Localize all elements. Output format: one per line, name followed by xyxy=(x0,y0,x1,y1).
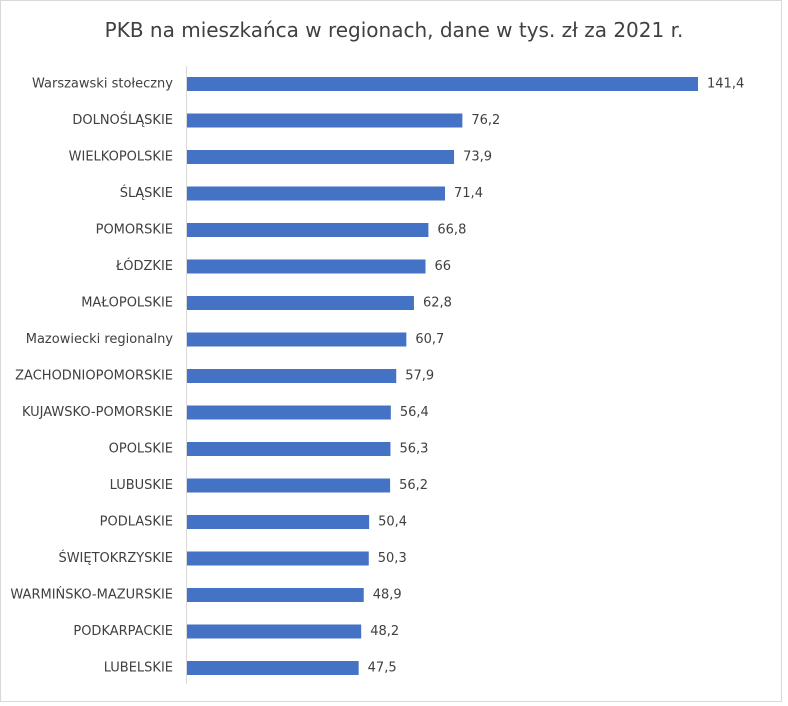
bar xyxy=(187,405,391,420)
value-label: 50,3 xyxy=(378,551,407,566)
value-label: 60,7 xyxy=(415,332,444,347)
bar xyxy=(187,442,391,456)
value-label: 66,8 xyxy=(437,223,466,238)
category-label: Warszawski stołeczny xyxy=(32,77,173,92)
value-label: 62,8 xyxy=(423,296,452,311)
value-label: 48,2 xyxy=(370,624,399,639)
value-label: 141,4 xyxy=(707,77,744,92)
bar xyxy=(187,332,407,347)
value-label: 48,9 xyxy=(373,588,402,603)
value-label: 73,9 xyxy=(463,150,492,165)
bar xyxy=(187,223,429,237)
value-label: 71,4 xyxy=(454,186,483,201)
category-label: KUJAWSKO-POMORSKIE xyxy=(22,405,173,420)
bar xyxy=(187,369,397,383)
category-label: ŚLĄSKIE xyxy=(120,185,173,201)
bar xyxy=(187,515,370,529)
bar xyxy=(187,296,414,310)
bar xyxy=(187,661,359,675)
category-label: ŁÓDZKIE xyxy=(115,258,173,274)
category-label: MAŁOPOLSKIE xyxy=(81,296,173,311)
category-label: ZACHODNIOPOMORSKIE xyxy=(15,369,173,384)
bars-group: Warszawski stołeczny 141,4 DOLNOŚLĄSKIE 76,… xyxy=(10,77,744,676)
value-label: 56,3 xyxy=(399,442,428,457)
bar xyxy=(187,186,446,201)
category-label: OPOLSKIE xyxy=(109,442,173,457)
category-label: POMORSKIE xyxy=(96,223,173,238)
value-label: 50,4 xyxy=(378,515,407,530)
value-label: 57,9 xyxy=(405,369,434,384)
category-label: PODLASKIE xyxy=(100,515,173,530)
category-label: LUBELSKIE xyxy=(104,661,173,676)
category-label: WIELKOPOLSKIE xyxy=(69,150,173,165)
bar xyxy=(187,478,391,493)
bar xyxy=(187,150,455,164)
category-label: Mazowiecki regionalny xyxy=(26,332,174,347)
chart-title: PKB na mieszkańca w regionach, dane w ty… xyxy=(104,18,684,42)
value-label: 56,2 xyxy=(399,478,428,493)
category-label: LUBUSKIE xyxy=(110,478,173,493)
value-label: 66 xyxy=(435,259,452,274)
bar xyxy=(187,551,369,566)
category-label: ŚWIĘTOKRZYSKIE xyxy=(58,550,173,566)
bar xyxy=(187,113,463,128)
bar xyxy=(187,588,364,602)
bar xyxy=(187,77,698,91)
category-label: DOLNOŚLĄSKIE xyxy=(72,112,173,128)
category-label: WARMIŃSKO-MAZURSKIE xyxy=(10,587,173,603)
bar xyxy=(187,259,426,274)
bar xyxy=(187,624,362,639)
value-label: 47,5 xyxy=(368,661,397,676)
value-label: 76,2 xyxy=(471,113,500,128)
value-label: 56,4 xyxy=(400,405,429,420)
category-label: PODKARPACKIE xyxy=(73,624,173,639)
